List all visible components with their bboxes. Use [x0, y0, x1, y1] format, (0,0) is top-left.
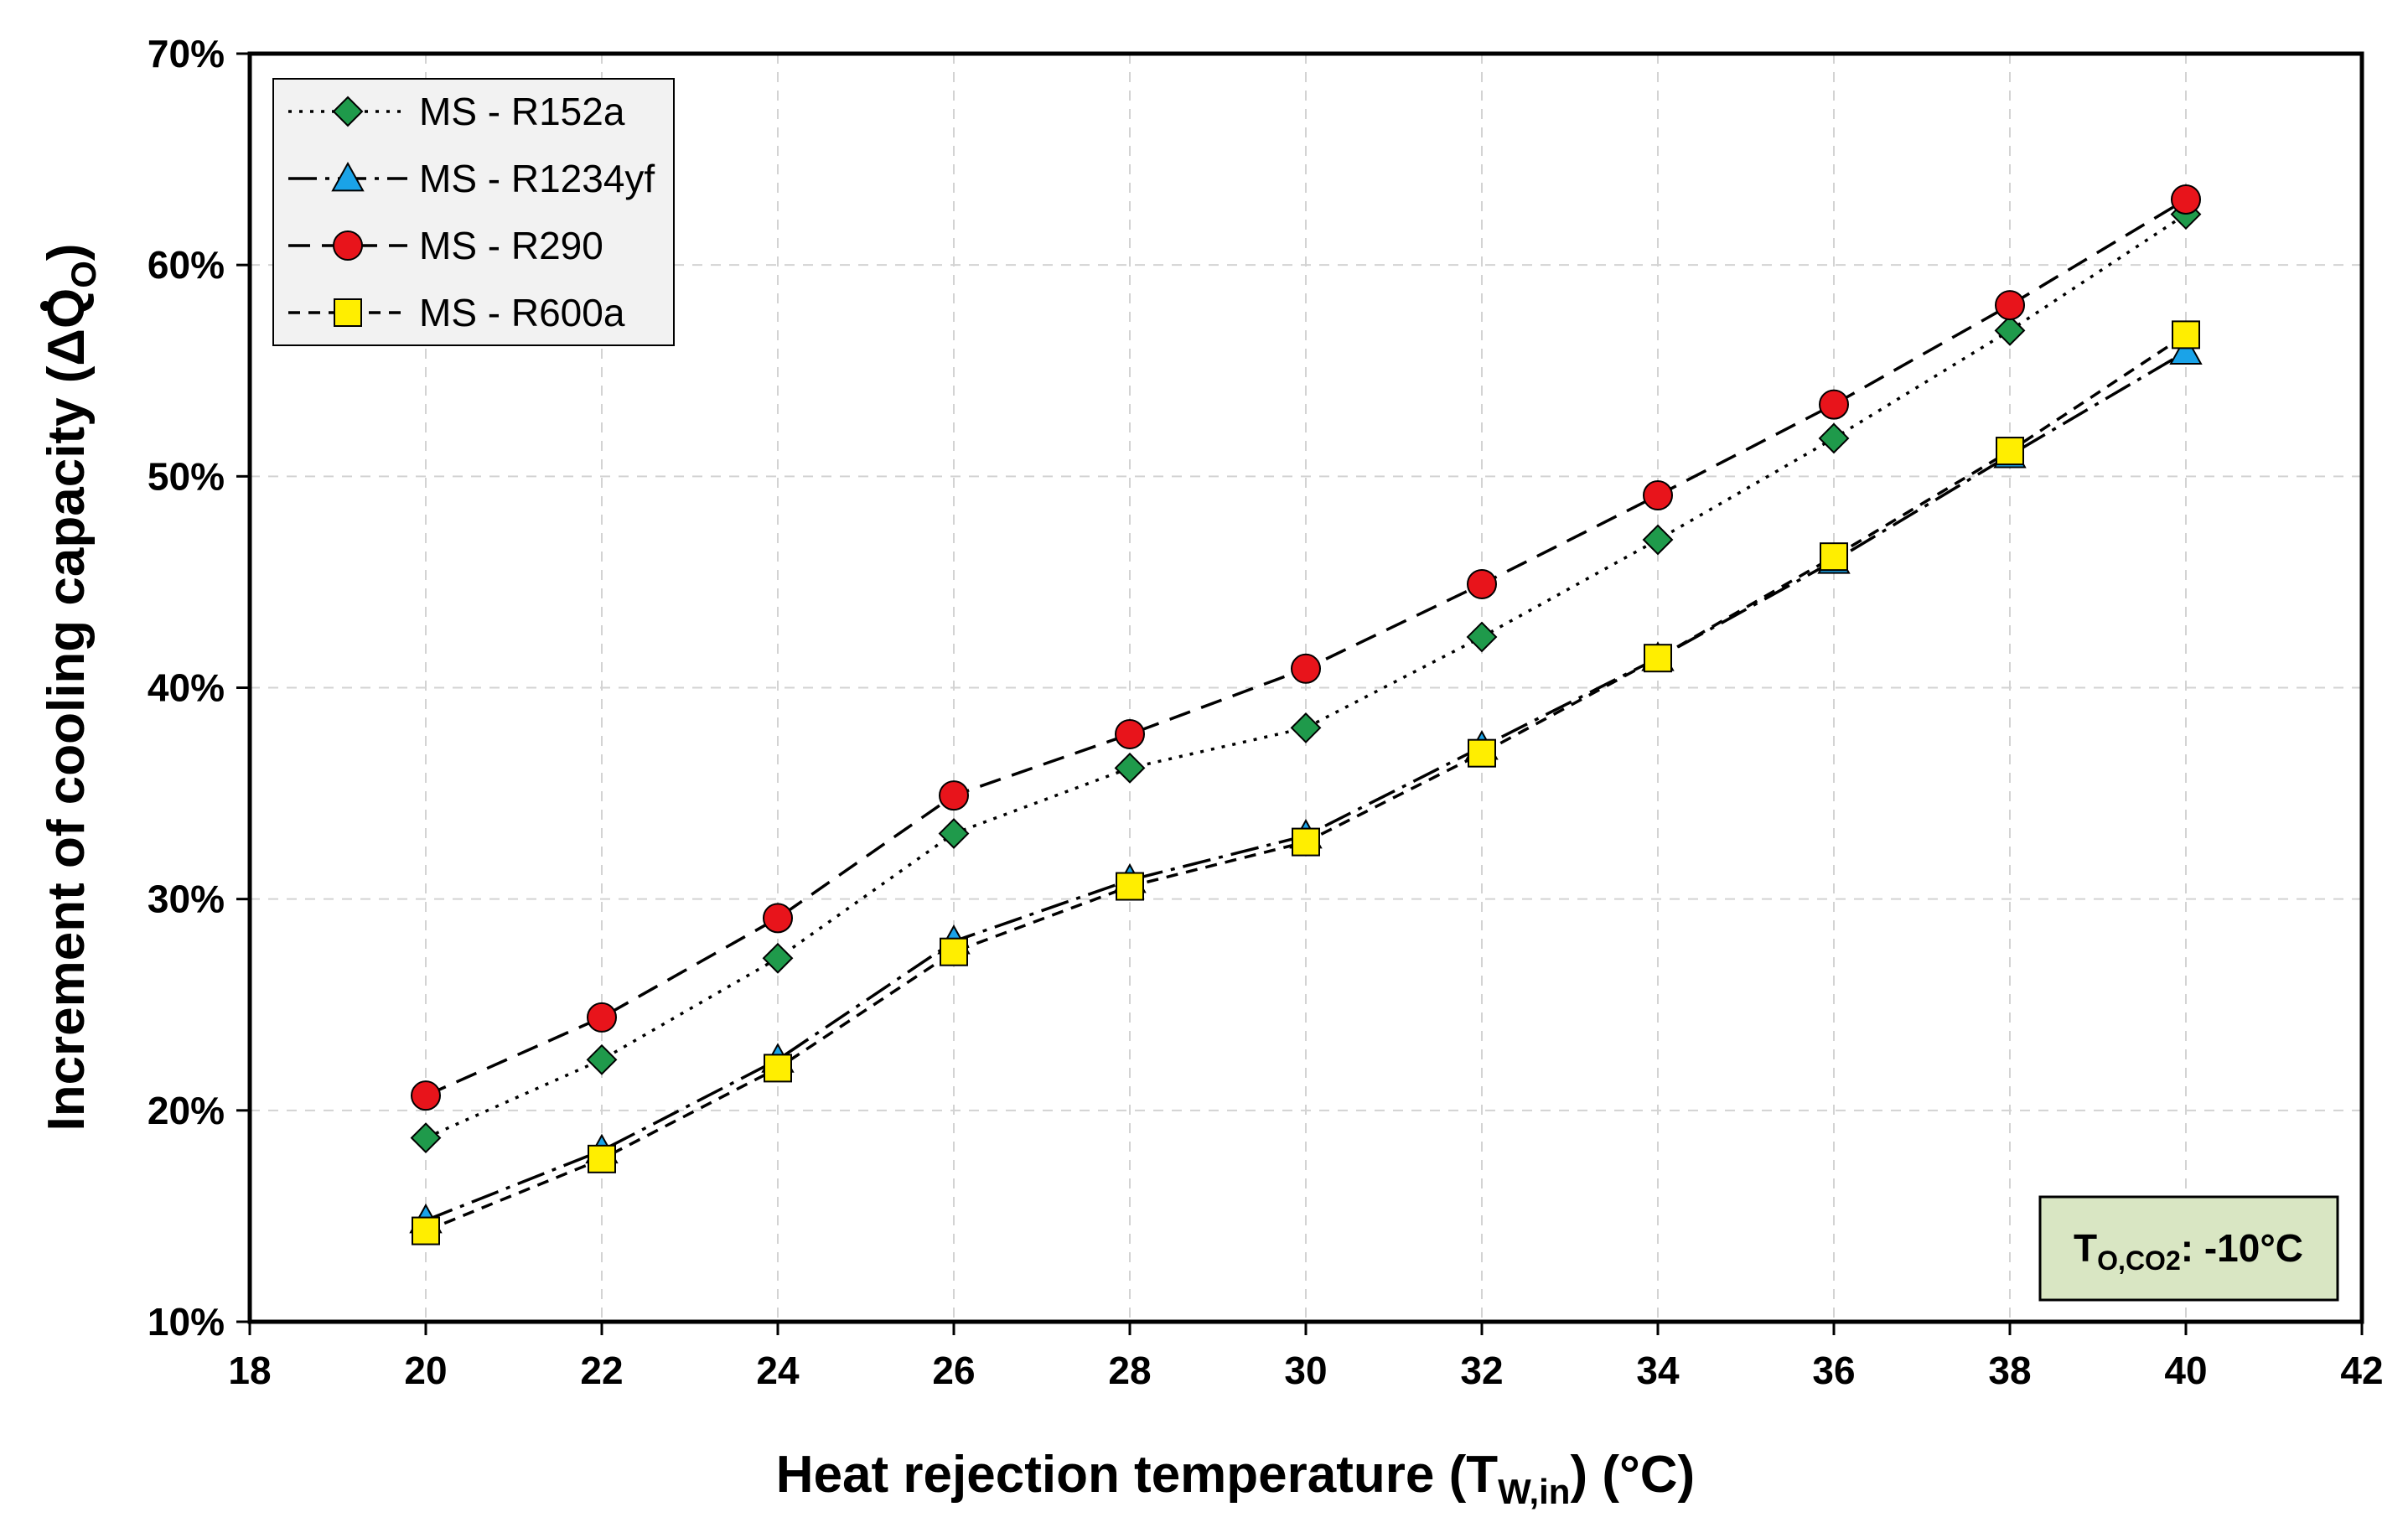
- series-line: [425, 213, 2187, 1140]
- legend-marker: [333, 230, 363, 261]
- data-point: [1466, 621, 1498, 653]
- data-point: [587, 1002, 617, 1033]
- y-tick-label: 20%: [148, 1089, 225, 1132]
- legend-marker: [332, 96, 364, 127]
- data-point: [1292, 827, 1320, 857]
- data-point: [410, 1122, 442, 1154]
- data-point: [2172, 320, 2200, 350]
- data-point: [938, 818, 970, 849]
- data-point: [1114, 752, 1146, 784]
- data-point: [1995, 290, 2025, 321]
- data-point: [1644, 644, 1672, 673]
- data-point: [1468, 738, 1496, 768]
- y-tick-label: 30%: [148, 878, 225, 921]
- series-ms-r290: [411, 184, 2201, 1111]
- data-point: [1819, 389, 1849, 420]
- legend: MS - R152a MS - R1234yf MS - R290 MS - R600…: [272, 78, 675, 346]
- y-tick-label: 50%: [148, 454, 225, 498]
- data-point: [1115, 718, 1145, 749]
- x-tick-label: 40: [2164, 1349, 2207, 1392]
- x-tick-label: 30: [1284, 1349, 1327, 1392]
- data-point: [1290, 712, 1322, 743]
- data-point: [411, 1080, 441, 1111]
- annotation-text: TO,CO2: -10°C: [2074, 1226, 2303, 1276]
- x-tick-label: 18: [228, 1349, 271, 1392]
- legend-label: MS - R600a: [419, 291, 625, 334]
- x-tick-label: 42: [2340, 1349, 2383, 1392]
- data-point: [1820, 542, 1848, 572]
- x-tick-label: 20: [404, 1349, 447, 1392]
- x-axis-title: Heat rejection temperature (TW,in) (°C): [776, 1446, 1695, 1511]
- y-tick-label: 10%: [148, 1300, 225, 1344]
- data-point: [764, 1054, 792, 1083]
- legend-label: MS - R1234yf: [419, 157, 655, 200]
- series-ms-r1234yf: [409, 334, 2203, 1234]
- x-tick-label: 34: [1636, 1349, 1680, 1392]
- series-ms-r600a: [412, 320, 2200, 1245]
- series-layer: [409, 184, 2203, 1245]
- data-point: [1994, 314, 2026, 346]
- data-point: [939, 780, 969, 811]
- axis-layer: 18 20 22 24 26 28 30 32 34 36 38 40 42 10% 20% 30% 40% 50…: [148, 32, 2384, 1392]
- y-tick-label: 60%: [148, 243, 225, 287]
- y-tick-label: 70%: [148, 32, 225, 75]
- data-point: [1116, 872, 1144, 901]
- data-point: [1467, 568, 1497, 599]
- x-tick-label: 36: [1812, 1349, 1855, 1392]
- series-ms-r152a: [410, 199, 2202, 1154]
- data-point: [1643, 480, 1673, 511]
- condition-annotation: TO,CO2: -10°C: [2038, 1195, 2339, 1302]
- data-point: [763, 903, 793, 934]
- data-point: [2169, 334, 2203, 365]
- x-tick-label: 22: [580, 1349, 623, 1392]
- x-tick-label: 26: [932, 1349, 975, 1392]
- q-dot-accent: [40, 301, 50, 311]
- data-point: [940, 937, 968, 966]
- data-point: [1642, 524, 1674, 556]
- x-tick-label: 32: [1460, 1349, 1503, 1392]
- x-tick-label: 38: [1988, 1349, 2031, 1392]
- legend-label: MS - R290: [419, 224, 603, 267]
- legend-marker: [331, 161, 365, 192]
- data-point: [586, 1043, 618, 1075]
- grid-layer: [250, 54, 2362, 1322]
- data-point: [412, 1216, 440, 1245]
- legend-marker: [334, 298, 362, 327]
- legend-label: MS - R152a: [419, 90, 625, 133]
- annotation-box: [2038, 1195, 2339, 1302]
- x-tick-label: 24: [756, 1349, 800, 1392]
- data-point: [1291, 653, 1321, 684]
- data-point: [1818, 422, 1850, 454]
- y-tick-label: 40%: [148, 666, 225, 710]
- y-axis-title: Increment of cooling capacity (ΔQO): [38, 243, 103, 1131]
- data-point: [1996, 437, 2024, 466]
- data-point: [762, 942, 794, 974]
- data-point: [588, 1144, 616, 1173]
- data-point: [2171, 184, 2201, 215]
- x-tick-label: 28: [1108, 1349, 1151, 1392]
